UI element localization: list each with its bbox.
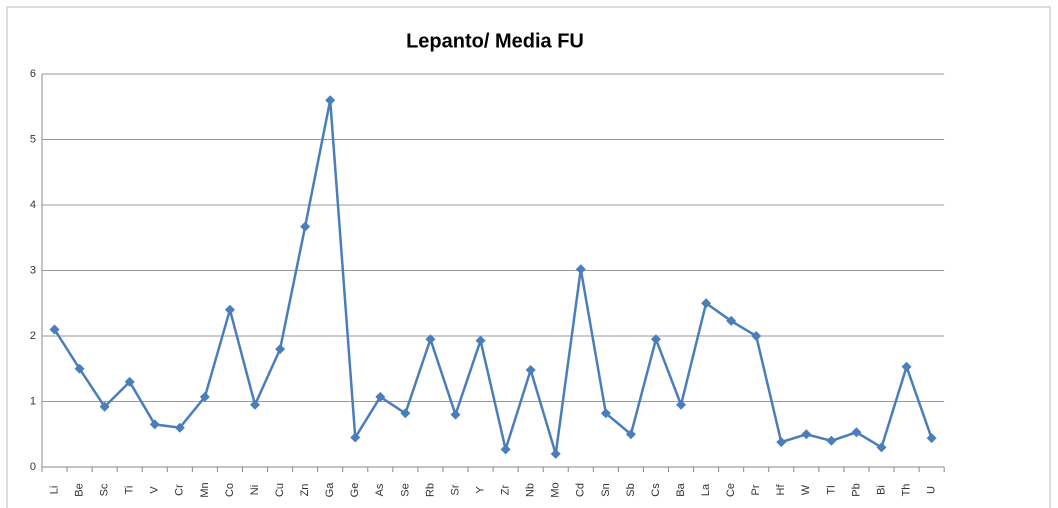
x-tick-label: Ni: [249, 485, 261, 495]
marker: [676, 399, 687, 410]
y-tick-label: 5: [30, 133, 36, 145]
marker: [450, 409, 461, 420]
x-tick-label: Zn: [299, 484, 311, 497]
x-tick-label: Sb: [625, 483, 637, 496]
x-tick-label: U: [926, 486, 938, 494]
x-tick-label: Ti: [124, 486, 136, 495]
marker: [400, 408, 411, 419]
marker: [275, 344, 286, 355]
marker: [325, 95, 336, 106]
marker: [776, 437, 787, 448]
marker: [250, 399, 261, 410]
x-tick-label: Pr: [750, 484, 762, 495]
y-tick-label: 2: [30, 330, 36, 342]
marker: [500, 444, 511, 455]
x-tick-label: Ge: [349, 483, 361, 498]
marker: [149, 419, 160, 430]
x-tick-label: Sc: [99, 483, 111, 496]
y-tick-label: 0: [30, 461, 36, 473]
x-tick-label: Ce: [725, 483, 737, 497]
marker: [74, 363, 85, 374]
marker: [49, 324, 60, 335]
marker: [124, 376, 135, 387]
marker: [625, 429, 636, 440]
marker: [851, 427, 862, 438]
marker: [475, 335, 486, 346]
x-tick-label: Cd: [575, 483, 587, 497]
x-tick-label: Be: [73, 483, 85, 496]
y-tick-label: 4: [30, 199, 36, 211]
x-tick-label: Th: [900, 484, 912, 497]
marker: [801, 429, 812, 440]
marker: [300, 221, 311, 232]
marker: [751, 331, 762, 341]
marker: [901, 361, 912, 372]
x-tick-label: Li: [48, 486, 60, 495]
y-tick-label: 3: [30, 264, 36, 276]
x-tick-label: Rb: [424, 483, 436, 497]
line: [53, 99, 933, 455]
x-tick-label: Se: [399, 483, 411, 496]
x-tick-label: Ba: [675, 482, 687, 496]
marker: [525, 365, 536, 376]
x-tick-label: As: [374, 483, 386, 496]
x-tick-label: Sn: [600, 483, 612, 496]
marker: [99, 401, 110, 412]
chart-border: [6, 6, 1051, 508]
x-tick-label: Ga: [324, 482, 336, 498]
marker: [550, 448, 561, 459]
marker: [350, 432, 361, 443]
marker: [826, 435, 837, 446]
x-tick-label: Mn: [199, 482, 211, 497]
x-tick-label: La: [700, 483, 712, 496]
x-tick-label: Tl: [825, 485, 837, 494]
x-tick-label: Co: [224, 483, 236, 497]
marker: [224, 304, 235, 315]
x-tick-label: V: [149, 486, 161, 494]
x-tick-label: Bi: [875, 485, 887, 495]
chart-title: Lepanto/ Media FU: [406, 30, 584, 52]
y-tick-label: 6: [30, 68, 36, 80]
marker: [575, 264, 586, 275]
x-tick-label: Cu: [274, 483, 286, 497]
x-tick-label: Cr: [174, 484, 186, 496]
marker: [600, 408, 611, 419]
marker: [375, 391, 386, 402]
x-tick-label: Sr: [449, 484, 461, 495]
x-tick-label: W: [800, 484, 812, 495]
marker: [425, 334, 436, 345]
marker: [174, 422, 185, 433]
marker: [726, 315, 737, 326]
x-tick-label: Nb: [525, 483, 537, 497]
x-tick-label: Y: [474, 486, 486, 494]
marker: [926, 433, 937, 444]
x-tick-label: Zr: [500, 484, 512, 495]
x-tick-label: Mo: [550, 482, 562, 497]
marker: [199, 391, 210, 402]
x-tick-label: Hf: [775, 484, 787, 496]
y-tick-label: 1: [30, 395, 36, 407]
x-tick-label: Cs: [650, 483, 662, 497]
marker: [650, 334, 661, 345]
marker: [876, 442, 887, 453]
x-tick-label: Pb: [850, 483, 862, 496]
marker: [701, 298, 712, 309]
